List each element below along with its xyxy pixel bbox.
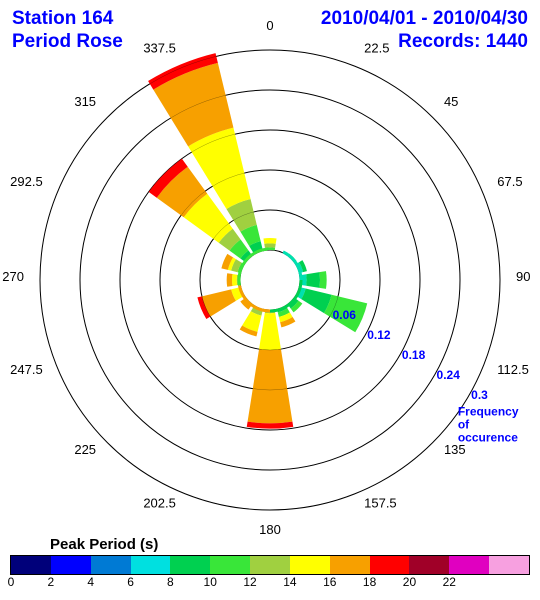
colorbar-tick: 10 — [204, 575, 217, 589]
colorbar-swatch — [330, 556, 370, 574]
colorbar-swatch — [409, 556, 449, 574]
colorbar-swatch — [91, 556, 131, 574]
title-right: 2010/04/01 - 2010/04/30 Records: 1440 — [321, 8, 528, 54]
colorbar-tick: 8 — [167, 575, 174, 589]
colorbar-swatch — [370, 556, 410, 574]
colorbar-area: Peak Period (s) 0 2 4 6 8 10 12 14 16 18 20 22 — [10, 536, 530, 591]
rose-segment — [263, 238, 276, 244]
colorbar-swatch — [250, 556, 290, 574]
direction-label: 67.5 — [497, 174, 522, 189]
freq-label: of — [458, 417, 470, 431]
colorbar-tick: 2 — [48, 575, 55, 589]
direction-label: 202.5 — [143, 495, 176, 510]
chart-container: Station 164 Period Rose 2010/04/01 - 201… — [0, 0, 540, 600]
colorbar-tick: 20 — [403, 575, 416, 589]
colorbar-swatch — [290, 556, 330, 574]
rose-segment — [248, 349, 293, 423]
rose-segment — [259, 313, 281, 350]
direction-label: 90 — [516, 269, 530, 284]
ring-label: 0.24 — [437, 368, 461, 382]
ring-label: 0.3 — [471, 388, 488, 402]
ring-label: 0.12 — [367, 328, 391, 342]
freq-label: Frequency — [458, 404, 519, 418]
direction-label: 0 — [266, 18, 273, 33]
direction-label: 315 — [74, 94, 96, 109]
rose-segment — [232, 274, 237, 286]
direction-label: 180 — [259, 522, 281, 537]
chart-subtitle: Period Rose — [12, 31, 123, 54]
colorbar-swatch — [131, 556, 171, 574]
colorbar-swatch — [51, 556, 91, 574]
colorbar-tick: 16 — [323, 575, 336, 589]
title-left: Station 164 Period Rose — [12, 8, 123, 54]
station-title: Station 164 — [12, 8, 123, 31]
records-count: Records: 1440 — [321, 31, 528, 54]
direction-label: 247.5 — [10, 362, 43, 377]
rose-svg: 022.54567.590112.5135157.5180202.5225247… — [0, 0, 540, 540]
colorbar-tick: 14 — [283, 575, 296, 589]
colorbar-swatch — [170, 556, 210, 574]
colorbar-tick: 18 — [363, 575, 376, 589]
rose-segment — [306, 272, 320, 288]
ring-label: 0.18 — [402, 348, 426, 362]
direction-label: 337.5 — [143, 41, 176, 56]
freq-label: occurence — [458, 430, 518, 444]
colorbar-tick: 12 — [243, 575, 256, 589]
direction-label: 270 — [2, 269, 24, 284]
direction-label: 45 — [444, 94, 458, 109]
colorbar — [10, 555, 530, 575]
direction-label: 292.5 — [10, 174, 43, 189]
colorbar-ticks: 0 2 4 6 8 10 12 14 16 18 20 22 — [10, 575, 530, 591]
date-range: 2010/04/01 - 2010/04/30 — [321, 8, 528, 31]
ring-label: 0.06 — [333, 308, 357, 322]
rose-segment — [264, 243, 275, 247]
direction-label: 225 — [74, 442, 96, 457]
colorbar-swatch — [11, 556, 51, 574]
colorbar-swatch — [210, 556, 250, 574]
colorbar-swatch — [449, 556, 489, 574]
colorbar-tick: 0 — [8, 575, 15, 589]
colorbar-swatch — [489, 556, 529, 574]
colorbar-tick: 4 — [87, 575, 94, 589]
colorbar-tick: 6 — [127, 575, 134, 589]
colorbar-title: Peak Period (s) — [50, 536, 530, 553]
rose-segment — [227, 273, 233, 287]
colorbar-tick: 22 — [443, 575, 456, 589]
direction-label: 157.5 — [364, 495, 397, 510]
direction-label: 112.5 — [497, 362, 529, 377]
rose-segment — [319, 271, 326, 289]
